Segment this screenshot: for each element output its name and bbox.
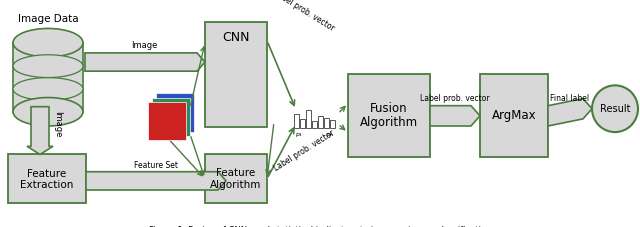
Bar (348, 74, 430, 158)
Text: Result: Result (600, 104, 630, 114)
Text: Image Data: Image Data (18, 14, 78, 24)
Bar (205, 22, 267, 127)
Text: Extraction: Extraction (20, 180, 74, 190)
Bar (312, 121, 317, 128)
Bar (330, 120, 335, 128)
Ellipse shape (13, 55, 83, 78)
Text: Feature: Feature (28, 169, 67, 179)
Bar (156, 94, 194, 132)
Bar (480, 74, 548, 158)
Text: Algorithm: Algorithm (211, 180, 262, 190)
Ellipse shape (592, 85, 638, 132)
Text: Figure 1. Fusion of CNNs and statistical indicators to improve image classificat: Figure 1. Fusion of CNNs and statistical… (148, 226, 492, 227)
Text: Label prob. vector: Label prob. vector (272, 128, 336, 173)
Bar (306, 110, 311, 128)
Text: Feature Set: Feature Set (134, 161, 178, 170)
Text: $p_1$: $p_1$ (295, 131, 303, 139)
Text: Image: Image (131, 41, 157, 50)
Bar (294, 114, 299, 128)
Text: Fusion: Fusion (370, 102, 408, 115)
Text: Feature: Feature (216, 168, 255, 178)
Polygon shape (27, 107, 53, 154)
Bar (318, 116, 323, 128)
Bar (8, 154, 86, 203)
Bar (324, 118, 329, 128)
Polygon shape (430, 106, 480, 126)
Bar (205, 154, 267, 203)
Ellipse shape (13, 98, 83, 126)
Bar (13, 43, 83, 112)
Polygon shape (548, 99, 592, 126)
Polygon shape (86, 172, 226, 190)
Text: Label prob. vector: Label prob. vector (420, 94, 490, 103)
Text: Image: Image (53, 111, 62, 137)
Text: Label prob. vector: Label prob. vector (272, 0, 336, 32)
Polygon shape (85, 53, 205, 71)
Bar (300, 119, 305, 128)
Text: ArgMax: ArgMax (492, 109, 536, 122)
Bar (152, 98, 190, 136)
Bar (148, 102, 186, 140)
Text: Algorithm: Algorithm (360, 116, 418, 129)
Text: CNN: CNN (222, 31, 250, 44)
Text: $p_n$: $p_n$ (326, 131, 334, 139)
Text: Final label: Final label (550, 94, 589, 103)
Ellipse shape (13, 78, 83, 100)
Ellipse shape (13, 28, 83, 57)
